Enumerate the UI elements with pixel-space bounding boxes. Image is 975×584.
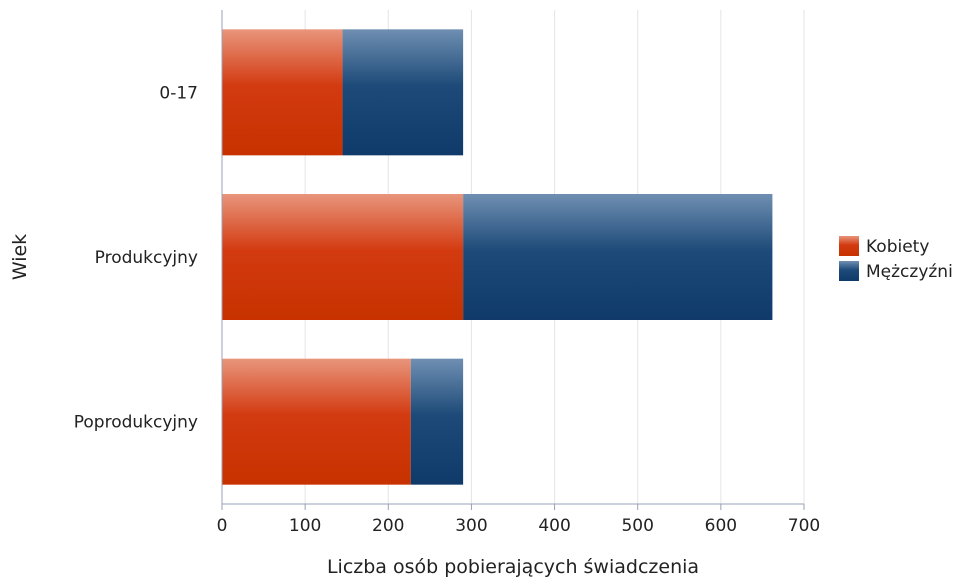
axes [221,10,804,505]
x-tick-label-400: 400 [538,516,570,536]
x-tick-label-600: 600 [705,516,737,536]
x-tick-label-100: 100 [289,516,321,536]
legend-swatch-1 [839,261,859,281]
legend-label-1: Mężczyźni [866,262,953,282]
bar-kobiety-2 [222,358,411,485]
x-tick-label-700: 700 [788,516,820,536]
bar-kobiety-1 [222,194,464,320]
legend-label-0: Kobiety [866,237,929,257]
x-axis-title: Liczba osób pobierających świadczenia [327,556,699,578]
bars [222,29,773,485]
category-label-0: 0-17 [159,83,198,103]
x-tick-label-500: 500 [621,516,653,536]
x-tick-labels: 0 100 200 300 400 500 600 700 [217,504,820,536]
bar-mezczyzni-1 [463,194,773,320]
legend: Kobiety Mężczyźni [839,236,953,282]
x-tick-label-300: 300 [455,516,487,536]
y-axis-title: Wiek [9,234,31,280]
bar-mezczyzni-2 [410,358,464,485]
x-tick-label-200: 200 [372,516,404,536]
legend-swatch-0 [839,236,859,256]
category-label-2: Poprodukcyjny [74,413,198,433]
bar-kobiety-0 [222,29,343,156]
category-label-1: Produkcyjny [95,248,198,268]
bar-mezczyzni-0 [342,29,464,156]
x-tick-label-0: 0 [217,516,228,536]
category-labels: 0-17 Produkcyjny Poprodukcyjny [74,83,198,432]
